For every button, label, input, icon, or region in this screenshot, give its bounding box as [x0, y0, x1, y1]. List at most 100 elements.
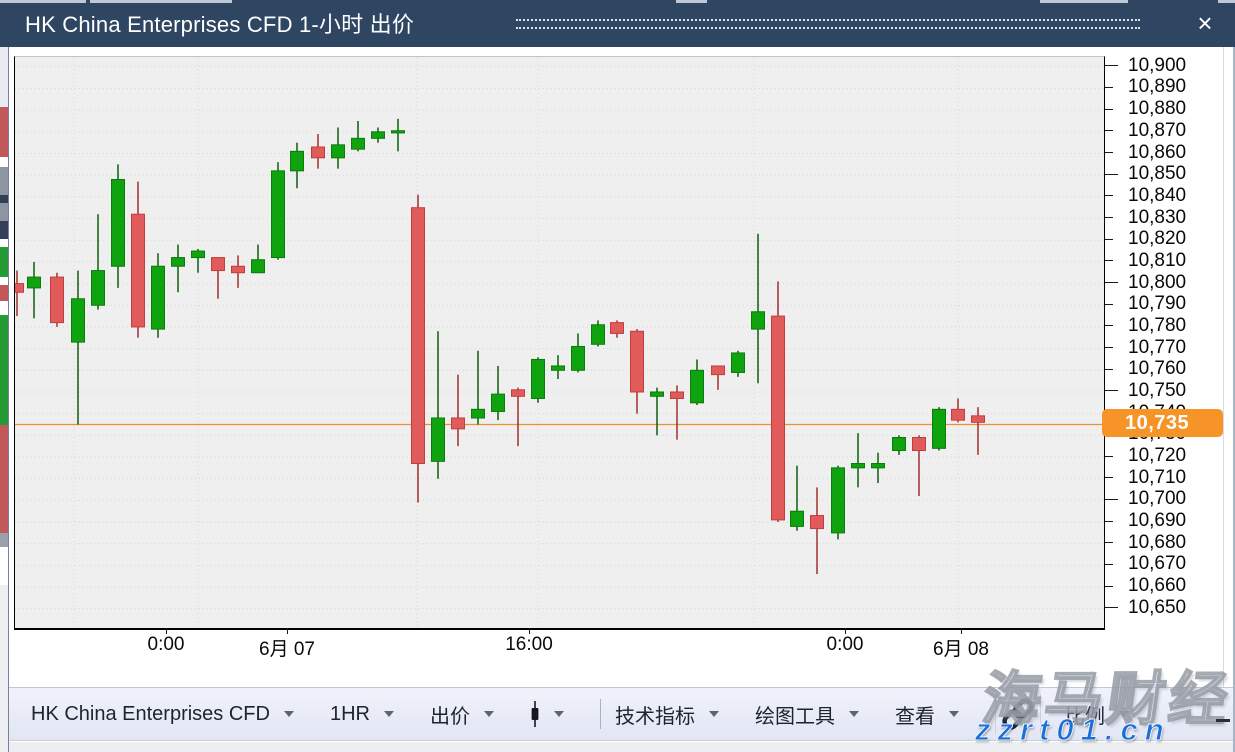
chart-style-dropdown[interactable]	[530, 701, 564, 727]
candle-down	[670, 391, 684, 399]
background-tab	[1040, 0, 1128, 3]
candle-down	[50, 276, 64, 324]
candle-up	[731, 352, 745, 373]
drawing-tools-label: 绘图工具	[754, 705, 835, 728]
price-axis-label: 10,660	[1128, 575, 1187, 597]
toolbar: HK China Enterprises CFD 1HR 出价 技术指标 绘图工…	[9, 687, 1233, 741]
instrument-label: HK China Enterprises CFD	[31, 702, 270, 725]
indicators-label: 技术指标	[614, 705, 695, 728]
candle-up	[171, 257, 185, 267]
candle-down	[810, 515, 824, 530]
background-tab	[0, 0, 86, 3]
time-axis-tick	[529, 628, 530, 634]
time-axis-label: 16:00	[505, 634, 553, 655]
candle-up	[790, 510, 804, 527]
candle-up	[151, 265, 165, 330]
toolbar-separator	[599, 699, 601, 729]
price-type-label: 出价	[429, 705, 470, 728]
price-type-dropdown[interactable]: 出价	[430, 700, 494, 729]
candle-down	[511, 389, 525, 397]
price-axis-tick	[1105, 130, 1113, 132]
instrument-dropdown[interactable]: HK China Enterprises CFD	[31, 703, 294, 726]
price-axis-tick	[1105, 195, 1113, 197]
timeframe-dropdown[interactable]: 1HR	[330, 703, 394, 726]
plot-area[interactable]	[14, 56, 1105, 630]
price-axis-label: 10,870	[1128, 119, 1187, 141]
price-axis-tick	[1105, 217, 1113, 219]
time-axis-tick	[845, 628, 846, 634]
background-tab	[676, 0, 707, 3]
price-axis-label: 10,780	[1128, 314, 1187, 336]
price-axis-tick	[1105, 86, 1113, 88]
time-axis-label: 0:00	[826, 634, 864, 655]
price-axis-label: 10,760	[1128, 358, 1187, 380]
titlebar[interactable]: HK China Enterprises CFD 1-小时 出价 ×	[0, 0, 1235, 47]
background-candle-fragment	[0, 547, 8, 585]
price-axis-tick	[1105, 607, 1118, 609]
candle-down	[630, 330, 644, 393]
candle-up	[690, 369, 704, 404]
price-axis-label: 10,700	[1128, 488, 1187, 510]
background-candle-fragment	[0, 585, 8, 752]
candle-down	[971, 415, 985, 423]
candle-up	[571, 345, 585, 371]
background-candle-fragment	[0, 425, 8, 533]
current-price-value: 10,735	[1125, 412, 1190, 434]
time-axis-label: 6月 08	[933, 639, 989, 660]
candle-up	[331, 144, 345, 159]
background-candle-fragment	[0, 533, 8, 547]
axis-edge-line	[1223, 47, 1224, 687]
price-axis-label: 10,680	[1128, 531, 1187, 553]
background-candle-fragment	[0, 203, 8, 221]
price-axis-label: 10,710	[1128, 466, 1187, 488]
window-right-border	[1233, 47, 1235, 752]
chevron-down-icon	[1118, 711, 1129, 717]
time-axis-label: 6月 07	[259, 639, 315, 660]
background-candle-fragment	[0, 301, 8, 315]
price-axis-label: 10,810	[1128, 249, 1187, 271]
candle-down	[131, 213, 145, 328]
window-bottom-strip	[9, 742, 1233, 752]
background-candle-fragment	[0, 247, 8, 277]
price-axis-tick	[1105, 520, 1113, 522]
candle-down	[231, 265, 245, 274]
candle-up	[751, 311, 765, 330]
time-axis-label: 0:00	[147, 634, 185, 655]
indicators-dropdown[interactable]: 技术指标	[615, 700, 719, 729]
price-axis-label: 10,690	[1128, 510, 1187, 532]
candle-up	[91, 270, 105, 306]
chevron-down-icon	[483, 711, 494, 717]
chevron-down-icon	[848, 711, 859, 717]
time-axis-tick	[287, 628, 288, 634]
background-candle-fragment	[0, 157, 8, 167]
resize-grip[interactable]	[1216, 719, 1230, 722]
candle-up	[471, 408, 485, 419]
background-candle-fragment	[0, 221, 8, 239]
candle-up	[391, 130, 405, 134]
chevron-down-icon	[948, 711, 959, 717]
titlebar-drag-handle[interactable]	[516, 19, 1140, 31]
link-button[interactable]	[994, 694, 1041, 734]
price-axis-label: 10,900	[1128, 54, 1187, 76]
candle-down	[15, 283, 24, 293]
view-dropdown[interactable]: 查看	[895, 700, 959, 729]
price-axis-label: 10,860	[1128, 141, 1187, 163]
candle-up	[71, 298, 85, 343]
candle-down	[912, 437, 926, 452]
price-axis-label: 10,670	[1128, 553, 1187, 575]
candle-down	[771, 315, 785, 521]
background-candle-fragment	[0, 107, 8, 157]
price-axis-tick	[1105, 260, 1113, 262]
candles-svg	[15, 57, 1104, 628]
candle-down	[610, 322, 624, 334]
price-axis-label: 10,850	[1128, 163, 1187, 185]
scale-dropdown[interactable]: 比例	[1065, 700, 1129, 729]
close-button[interactable]: ×	[1197, 8, 1213, 38]
price-axis-tick	[1105, 347, 1113, 349]
drawing-tools-dropdown[interactable]: 绘图工具	[755, 700, 859, 729]
price-axis-label: 10,880	[1128, 98, 1187, 120]
candlestick-icon	[531, 701, 539, 727]
scale-label: 比例	[1064, 705, 1105, 728]
candle-up	[191, 250, 205, 259]
price-axis-label: 10,720	[1128, 445, 1187, 467]
